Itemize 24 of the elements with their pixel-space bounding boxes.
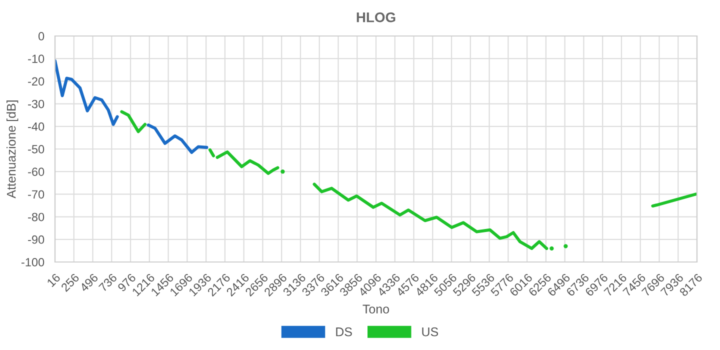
point xyxy=(550,246,554,251)
legend-label: US xyxy=(422,327,438,336)
y-tick-label: -40 xyxy=(28,122,44,131)
x-tick-label: 16 xyxy=(46,273,61,288)
y-tick-label: 0 xyxy=(38,32,44,40)
y-tick-label: -30 xyxy=(28,100,44,108)
point xyxy=(564,244,568,248)
x-axis-title: Tono xyxy=(362,304,390,314)
legend-label: DS xyxy=(336,327,352,336)
y-tick-label: -50 xyxy=(28,145,44,154)
y-tick-label: -10 xyxy=(28,54,44,63)
y-tick-label: -70 xyxy=(28,190,44,199)
y-tick-label: -90 xyxy=(28,235,44,244)
y-tick-label: -60 xyxy=(28,168,44,176)
y-tick-label: -80 xyxy=(28,212,44,222)
x-tick-label: 976 xyxy=(117,273,136,292)
x-tick-label: 736 xyxy=(98,273,118,292)
y-tick-label: -20 xyxy=(28,77,44,86)
x-tick-label: 496 xyxy=(79,273,99,292)
chart-title: HLOG xyxy=(356,12,396,22)
y-axis-title: Attenuazione [dB] xyxy=(6,100,18,198)
y-tick-label: -100 xyxy=(21,258,44,266)
point xyxy=(280,170,285,174)
x-tick-label: 256 xyxy=(60,273,80,292)
